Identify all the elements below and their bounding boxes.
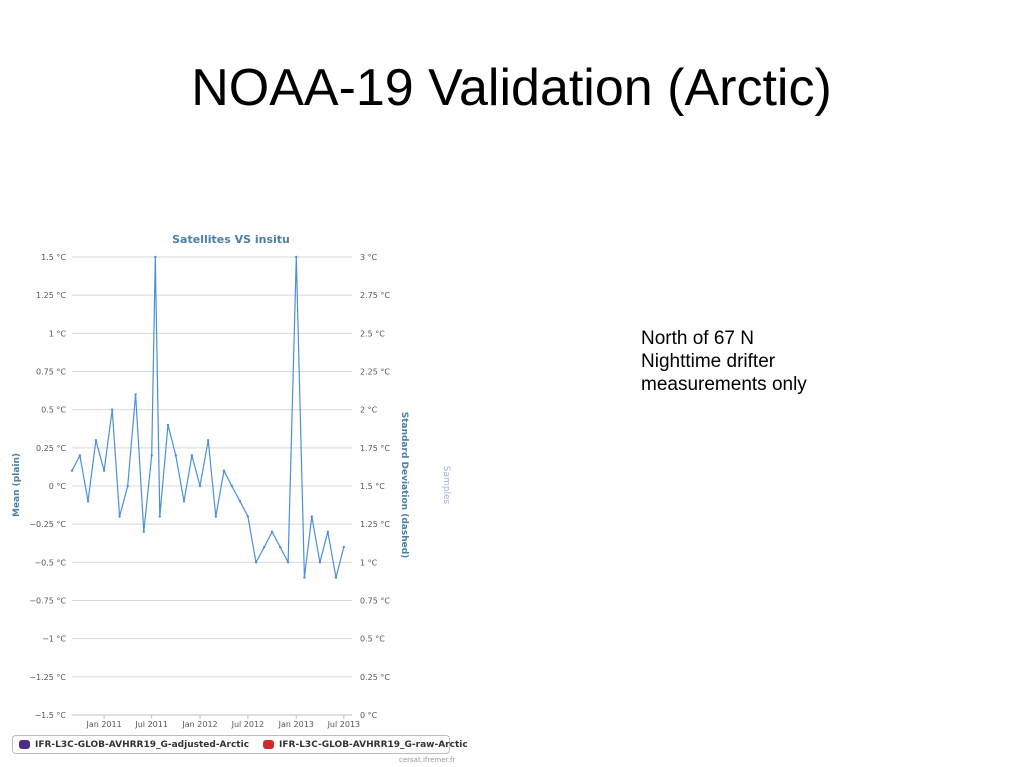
x-tick-label: Jan 2012 [181,720,217,729]
data-point [334,576,338,579]
legend-swatch-adjusted [19,740,30,749]
y-axis-right-label: Standard Deviation (dashed) [399,412,409,559]
data-point [303,576,306,579]
y-tick-label: 0 °C [49,482,67,491]
data-point [150,454,153,457]
legend-item-adjusted[interactable]: IFR-L3C-GLOB-AVHRR19_G-adjusted-Arctic [19,740,249,750]
x-tick-label: Jul 2012 [231,720,265,729]
data-point [270,530,274,533]
data-point [214,515,218,518]
chart-svg: Satellites VS insitu 1.5 °C 1.25 °C 1 °C 0.… [12,233,451,729]
note-line-1: North of 67 N [641,328,754,349]
data-point [238,500,242,503]
series-layer [70,255,346,579]
data-point [174,454,178,457]
data-point [326,530,330,533]
data-point [182,500,186,503]
x-tick-label: Jan 2011 [85,720,121,729]
slide-notes: North of 67 N Nighttime drifter measurem… [641,327,807,396]
data-point [318,561,322,564]
y-tick-label: 0.5 °C [41,406,66,415]
credit-text: cersat.ifremer.fr [399,756,456,764]
data-point [230,484,234,488]
y-right-tick-label: 1 °C [360,558,378,567]
y-tick-label: 0.25 °C [36,444,66,453]
y-tick-label: −1.25 °C [29,673,66,682]
y-right-tick-label: 0 °C [360,711,378,720]
grid-lines [72,256,352,716]
slide-title: NOAA-19 Validation (Arctic) [191,59,832,117]
left-axis-ticks: 1.5 °C 1.25 °C 1 °C 0.75 °C 0.5 °C 0.25 °C 0 °… [29,253,66,720]
x-tick-label: Jul 2013 [327,720,361,729]
y-right-tick-label: 0.75 °C [360,597,390,606]
data-point [254,561,258,564]
chart-legend: IFR-L3C-GLOB-AVHRR19_G-adjusted-Arctic I… [12,735,468,754]
data-point [222,469,226,472]
y-right-tick-label: 1.5 °C [360,482,385,491]
data-point [126,484,129,488]
data-point [190,454,194,457]
data-point [166,423,170,427]
data-point [142,530,145,533]
data-point [206,439,210,442]
y-right-tick-label: 2.25 °C [360,368,390,377]
data-point [111,408,114,411]
note-line-3: measurements only [641,374,807,395]
y-tick-label: −1.5 °C [34,711,66,720]
y-tick-label: −0.25 °C [29,520,66,529]
y-right-tick-label: 2.5 °C [360,329,385,338]
legend-label-adjusted: IFR-L3C-GLOB-AVHRR19_G-adjusted-Arctic [35,739,250,750]
data-point [70,469,74,472]
legend-label-raw: IFR-L3C-GLOB-AVHRR19_G-raw-Arctic [279,739,468,750]
data-point [154,255,157,259]
data-point [198,484,202,488]
right-axis-ticks: 3 °C 2.75 °C 2.5 °C 2.25 °C 2 °C 1.75 °C 1.5 °… [360,253,390,720]
note-line-2: Nighttime drifter [641,351,776,372]
y-tick-label: −0.5 °C [34,558,66,567]
x-tick-label: Jan 2013 [278,720,314,729]
y-axis-label: Mean (plain) [12,453,22,517]
chart-container: Satellites VS insitu 1.5 °C 1.25 °C 1 °C 0.… [0,225,465,740]
y-tick-label: 1.25 °C [36,291,66,300]
data-point [310,515,313,518]
y-right-tick-label: 3 °C [360,253,378,262]
data-point [134,393,137,396]
data-point [94,439,98,442]
x-axis-ticks: Jan 2011 Jul 2011 Jan 2012 Jul 2012 Jan 2013… [85,715,360,729]
legend-swatch-raw [263,740,275,749]
data-point [286,561,290,564]
y-tick-label: −0.75 °C [29,597,66,606]
y-tick-label: 1 °C [49,329,67,338]
data-point [78,454,82,457]
y-tick-label: 0.75 °C [36,368,66,377]
data-point [158,515,162,518]
data-point [102,469,106,472]
data-point [118,515,121,518]
data-point [262,545,266,549]
y-tick-label: 1.5 °C [41,253,66,262]
series-line-adjusted [71,256,345,579]
data-point [342,545,346,549]
y-right-tick-label: 0.25 °C [360,673,390,682]
y-right-tick-label: 1.75 °C [360,444,390,453]
chart-title: Satellites VS insitu [172,233,290,246]
data-point [86,500,90,503]
y-right-tick-label: 2 °C [360,406,378,415]
data-point [279,545,282,549]
y-axis-right2-label: Samples [441,466,451,505]
x-tick-label: Jul 2011 [134,720,168,729]
y-right-tick-label: 2.75 °C [360,291,390,300]
data-point [295,255,298,259]
data-point [246,515,250,518]
y-right-tick-label: 0.5 °C [360,635,385,644]
y-right-tick-label: 1.25 °C [360,520,390,529]
legend-item-raw[interactable]: IFR-L3C-GLOB-AVHRR19_G-raw-Arctic [263,740,468,750]
y-tick-label: −1 °C [42,635,66,644]
